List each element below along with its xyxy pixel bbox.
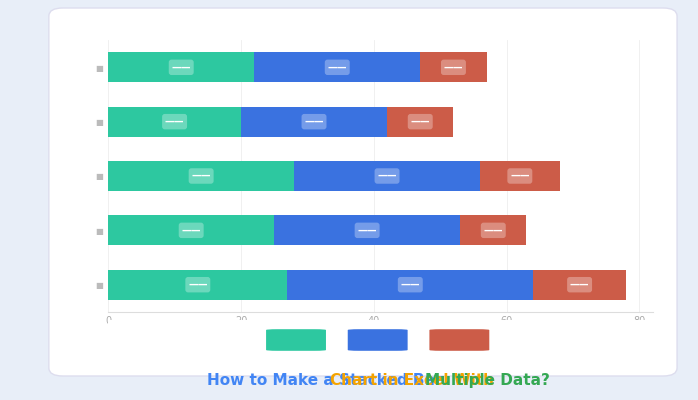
Bar — [387, 107, 454, 136]
Text: How to Make a Stacked Bar: How to Make a Stacked Bar — [207, 373, 447, 388]
FancyBboxPatch shape — [429, 329, 489, 351]
Text: ——: —— — [188, 280, 207, 290]
FancyBboxPatch shape — [266, 329, 326, 351]
Bar — [108, 161, 294, 191]
Text: ——: —— — [570, 280, 589, 290]
Text: ——: —— — [191, 171, 211, 181]
Bar — [108, 216, 274, 245]
Text: ——: —— — [444, 62, 463, 72]
Text: ——: —— — [304, 117, 324, 127]
Bar — [241, 107, 387, 136]
Text: ——: —— — [401, 280, 420, 290]
Text: ——: —— — [357, 225, 377, 235]
Text: Chart in Excel With: Chart in Excel With — [330, 373, 499, 388]
Bar — [420, 52, 487, 82]
Bar — [108, 270, 288, 300]
Bar — [274, 216, 460, 245]
Text: ——: —— — [327, 62, 347, 72]
Bar — [480, 161, 560, 191]
Text: ——: —— — [510, 171, 530, 181]
Bar — [108, 52, 254, 82]
FancyBboxPatch shape — [348, 329, 408, 351]
Bar — [294, 161, 480, 191]
Text: ——: —— — [172, 62, 191, 72]
Text: ——: —— — [378, 171, 396, 181]
Text: Multiple Data?: Multiple Data? — [425, 373, 550, 388]
Text: ——: —— — [484, 225, 503, 235]
Bar — [460, 216, 526, 245]
Bar — [533, 270, 626, 300]
Bar — [254, 52, 420, 82]
Text: ——: —— — [181, 225, 201, 235]
Text: ——: —— — [165, 117, 184, 127]
Text: ——: —— — [410, 117, 430, 127]
Bar — [108, 107, 241, 136]
Bar — [288, 270, 533, 300]
